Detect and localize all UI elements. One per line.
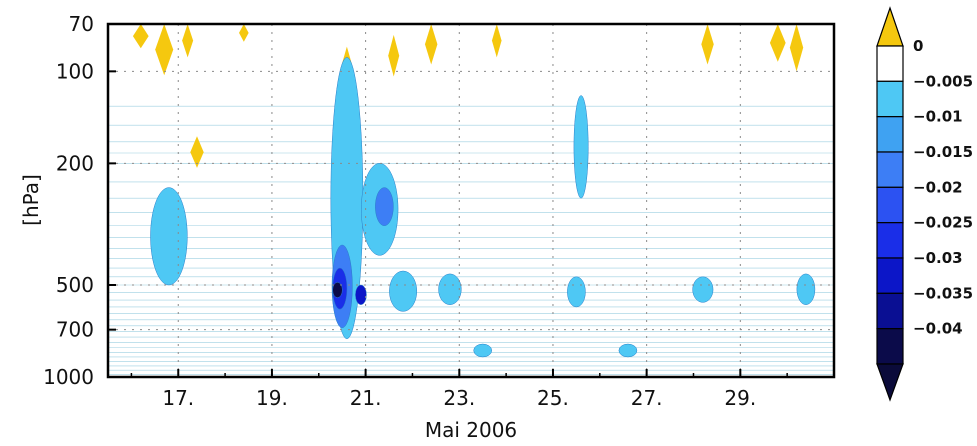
contour-region-positive — [155, 24, 174, 76]
contour-region-positive — [701, 24, 714, 65]
model-level-lines — [108, 105, 834, 375]
contour-region — [573, 95, 589, 199]
contour-fills — [132, 24, 816, 358]
contour-region — [438, 273, 462, 305]
x-axis-ticks: 17. 19. 21. 23. 25. 27. 29. — [130, 369, 788, 410]
y-axis-title: [hPa] — [19, 174, 43, 226]
contour-region — [375, 187, 394, 226]
x-tick-label: 17. — [162, 386, 194, 410]
contour-region — [355, 284, 367, 305]
y-tick-label: 70 — [69, 12, 94, 36]
colorbar-swatch — [876, 80, 904, 118]
colorbar-swatch — [876, 257, 904, 294]
contour-region — [692, 276, 714, 303]
x-axis-title: Mai 2006 — [425, 418, 517, 442]
contour-region-positive — [769, 24, 786, 62]
plot-background — [108, 24, 834, 377]
plot-frame — [106, 22, 836, 379]
colorbar-swatch — [876, 116, 904, 153]
contour-region-positive — [424, 24, 438, 65]
contour-region-positive — [388, 34, 400, 77]
colorbar-under-arrow — [876, 363, 904, 402]
colorbar-label: −0.02 — [913, 178, 963, 196]
x-tick-label: 27. — [631, 386, 663, 410]
contour-region-positive — [182, 24, 194, 58]
colorbar-label: −0.035 — [913, 284, 973, 302]
colorbar-label: −0.03 — [913, 249, 963, 267]
contour-region-positive — [132, 24, 149, 49]
y-tick-label: 100 — [56, 59, 94, 83]
colorbar-swatch — [876, 292, 904, 330]
colorbar-label: −0.015 — [913, 143, 973, 161]
colorbar-swatch — [876, 328, 904, 365]
contour-region — [150, 187, 188, 286]
x-tick-label: 23. — [443, 386, 475, 410]
colorbar: 0 −0.005 −0.01 −0.015 −0.02 −0.025 −0.03 −0.035… — [876, 6, 973, 402]
contour-region-positive — [491, 24, 502, 58]
colorbar-swatch — [876, 151, 904, 188]
plot-area: 17. 19. 21. 23. 25. 27. 29. 70 100 200 500 700 1000… — [19, 12, 836, 442]
y-tick-label: 500 — [56, 273, 94, 297]
colorbar-swatch — [876, 222, 904, 259]
colorbar-label: −0.005 — [913, 72, 973, 90]
y-tick-label: 200 — [56, 151, 94, 175]
colorbar-swatch — [876, 45, 904, 82]
colorbar-label: 0 — [913, 37, 923, 55]
contour-region — [332, 282, 343, 298]
contour-region — [618, 343, 638, 358]
contour-region — [796, 273, 816, 305]
colorbar-over-arrow — [876, 6, 904, 47]
x-tick-label: 25. — [537, 386, 569, 410]
contour-region — [389, 270, 418, 312]
x-tick-label: 29. — [724, 386, 756, 410]
contour-region — [567, 276, 586, 308]
contour-region-positive — [789, 24, 804, 72]
y-tick-label: 1000 — [43, 365, 94, 389]
y-tick-label: 700 — [56, 318, 94, 342]
contour-region — [473, 343, 492, 358]
contour-region-positive — [190, 136, 204, 168]
x-tick-label: 21. — [350, 386, 382, 410]
colorbar-label: −0.01 — [913, 108, 963, 126]
y-axis-ticks: 70 100 200 500 700 1000 — [43, 12, 116, 389]
x-tick-label: 19. — [256, 386, 288, 410]
contour-region-positive — [239, 24, 249, 42]
colorbar-label: −0.04 — [913, 320, 963, 338]
colorbar-label: −0.025 — [913, 214, 973, 232]
colorbar-swatch — [876, 186, 904, 224]
